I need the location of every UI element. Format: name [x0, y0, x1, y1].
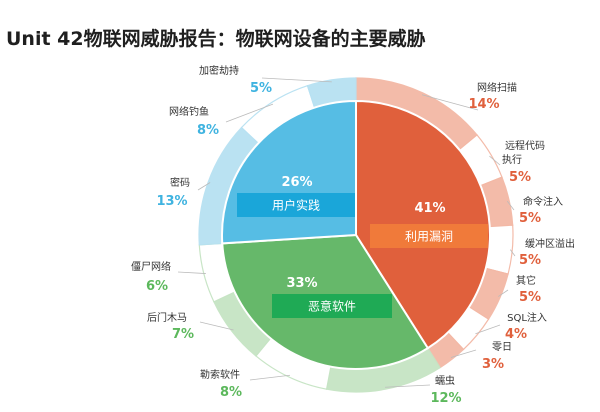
subcategory-name-label: 命令注入	[523, 195, 563, 208]
leader-line	[475, 324, 501, 335]
subcategory-value-label: 14%	[468, 97, 499, 112]
category-percent-label: 33%	[286, 276, 317, 291]
category-name-box	[370, 224, 488, 248]
category-name-label: 用户实践	[272, 198, 320, 213]
subcategory-name-label: 执行	[502, 153, 522, 166]
category-slice	[221, 99, 357, 245]
subcategory-value-label: 8%	[220, 385, 242, 400]
leader-line	[177, 271, 206, 274]
subcategory-value-label: 6%	[146, 279, 168, 294]
page-title: Unit 42物联网威胁报告：物联网设备的主要威胁	[6, 28, 426, 50]
subcategory-name-label: 网络扫描	[477, 81, 517, 94]
subcategory-name-label: 僵尸网络	[131, 260, 171, 273]
leader-line	[450, 349, 477, 358]
category-percent-label: 41%	[414, 201, 445, 216]
leader-line	[498, 289, 509, 297]
subcategory-value-label: 5%	[250, 81, 272, 96]
subcategory-name-label: 缓冲区溢出	[525, 237, 575, 250]
subcategory-name-label: 其它	[516, 274, 536, 287]
category-name-box	[272, 294, 392, 318]
leader-line	[489, 155, 501, 166]
leader-line	[385, 384, 431, 388]
leader-line	[261, 77, 332, 83]
subcategory-value-label: 12%	[430, 391, 461, 406]
subcategory-value-label: 13%	[156, 194, 187, 209]
subcategory-name-label: 加密劫持	[199, 64, 239, 77]
subcategory-name-label: 零日	[492, 341, 512, 353]
subcategory-value-label: 5%	[509, 170, 531, 185]
subcategory-value-label: 4%	[505, 327, 527, 342]
leader-line	[225, 103, 274, 123]
subcategory-value-label: 7%	[172, 327, 194, 342]
leader-line	[506, 200, 515, 211]
subcategory-name-label: 远程代码	[505, 140, 545, 152]
subcategory-name-label: 网络钓鱼	[169, 105, 209, 118]
subcategory-value-label: 5%	[519, 253, 541, 268]
subcategory-name-label: 密码	[170, 176, 190, 189]
subcategory-value-label: 5%	[519, 211, 541, 226]
category-percent-label: 26%	[281, 175, 312, 190]
leader-line	[249, 374, 291, 381]
leader-line	[197, 182, 211, 191]
leader-line	[199, 321, 234, 331]
category-name-label: 恶意软件	[308, 299, 356, 314]
leader-line	[509, 249, 516, 257]
subcategory-name-label: 后门木马	[147, 311, 187, 324]
subcategory-value-label: 5%	[519, 290, 541, 305]
subcategory-value-label: 8%	[197, 123, 219, 138]
subcategory-name-label: SQL注入	[507, 311, 547, 324]
category-name-label: 利用漏洞	[405, 230, 453, 244]
subcategory-value-label: 3%	[482, 357, 504, 372]
subcategory-name-label: 勒索软件	[200, 368, 240, 381]
subcategory-name-label: 蠕虫	[435, 375, 455, 387]
leader-line	[421, 94, 479, 111]
category-name-box	[237, 193, 355, 217]
